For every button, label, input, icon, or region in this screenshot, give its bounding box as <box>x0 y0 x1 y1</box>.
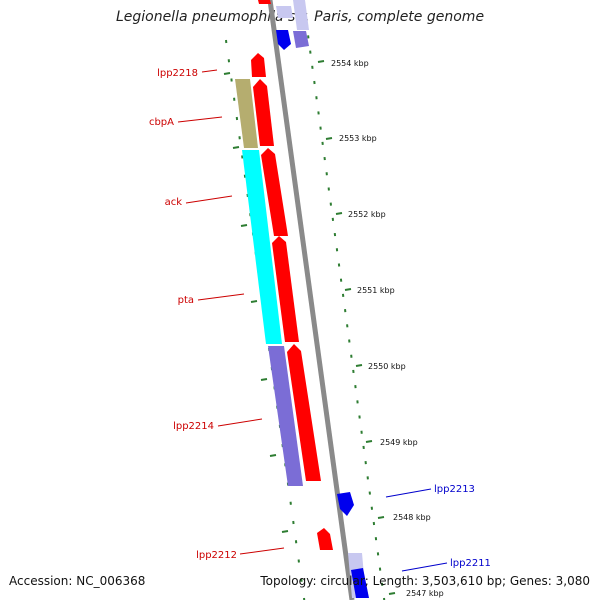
gene-lpp2213-arrow[interactable] <box>337 492 354 516</box>
gene-label-pta[interactable]: pta <box>178 295 194 306</box>
major-tick-left <box>240 224 248 227</box>
tick-label-2551: 2551 kbp <box>357 286 395 295</box>
major-tick-left <box>250 300 258 303</box>
tick-label-2547: 2547 kbp <box>406 589 444 598</box>
gene-pta-arrow[interactable] <box>272 236 299 342</box>
tick-label-2548: 2548 kbp <box>393 513 431 522</box>
major-tick <box>365 440 373 443</box>
major-tick <box>355 364 363 367</box>
major-tick <box>388 592 396 595</box>
major-tick-left <box>223 72 231 75</box>
major-tick <box>344 288 352 291</box>
gene-label-lpp2214[interactable]: lpp2214 <box>173 421 214 432</box>
major-tick <box>325 137 333 140</box>
gene-label-ack[interactable]: ack <box>165 197 183 208</box>
major-tick-left <box>232 146 240 149</box>
gene-ack-arrow[interactable] <box>261 148 288 236</box>
tick-label-2550: 2550 kbp <box>368 362 406 371</box>
gene-lpp2216-arrow[interactable] <box>293 31 309 48</box>
gene-ack-pta[interactable] <box>242 150 282 344</box>
tick-label-2554: 2554 kbp <box>331 59 369 68</box>
gene-label-lpp2218[interactable]: lpp2218 <box>157 68 198 79</box>
cds-track-outer <box>235 0 366 598</box>
accession-label: Accession: NC_006368 <box>9 574 146 588</box>
major-tick-left <box>269 454 277 457</box>
major-tick-left <box>260 378 268 381</box>
tick-labels: 2554 kbp 2553 kbp 2552 kbp 2551 kbp 2550… <box>331 59 444 598</box>
gene-lpp2216-slot[interactable] <box>276 6 293 18</box>
gene-lpp2211-arrow[interactable] <box>351 568 369 598</box>
gene-label-lpp2213[interactable]: lpp2213 <box>434 484 475 495</box>
genome-summary: Topology: circular; Length: 3,503,610 bp… <box>260 574 590 588</box>
major-tick <box>377 516 385 519</box>
tick-label-2549: 2549 kbp <box>380 438 418 447</box>
gene-lpp2214[interactable] <box>268 346 303 486</box>
gene-lpp2217-arrow[interactable] <box>276 30 291 50</box>
cds-track-inner <box>251 0 369 598</box>
gene-lpp2218-arrow[interactable] <box>251 53 266 77</box>
gene-label-lpp2212[interactable]: lpp2212 <box>196 550 237 561</box>
gene-labels: lpp2218 cbpA ack pta lpp2214 lpp2212 lpp… <box>149 68 491 569</box>
gene-lpp2219-arrow[interactable] <box>258 0 271 4</box>
gene-cbpA[interactable] <box>235 79 258 148</box>
tick-marks <box>223 60 396 595</box>
gene-lpp2214-arrow[interactable] <box>287 344 321 481</box>
major-tick <box>335 212 343 215</box>
tick-label-2553: 2553 kbp <box>339 134 377 143</box>
tick-label-2552: 2552 kbp <box>348 210 386 219</box>
gene-lpp2212-arrow[interactable] <box>317 528 333 550</box>
major-tick <box>317 60 325 63</box>
gene-lpp2217-slot[interactable] <box>293 0 309 30</box>
gene-label-cbpA[interactable]: cbpA <box>149 117 174 128</box>
gene-label-leaders <box>177 69 448 572</box>
gene-cbpA-arrow[interactable] <box>253 79 274 146</box>
gene-label-lpp2211[interactable]: lpp2211 <box>450 558 491 569</box>
major-tick-left <box>281 530 289 533</box>
